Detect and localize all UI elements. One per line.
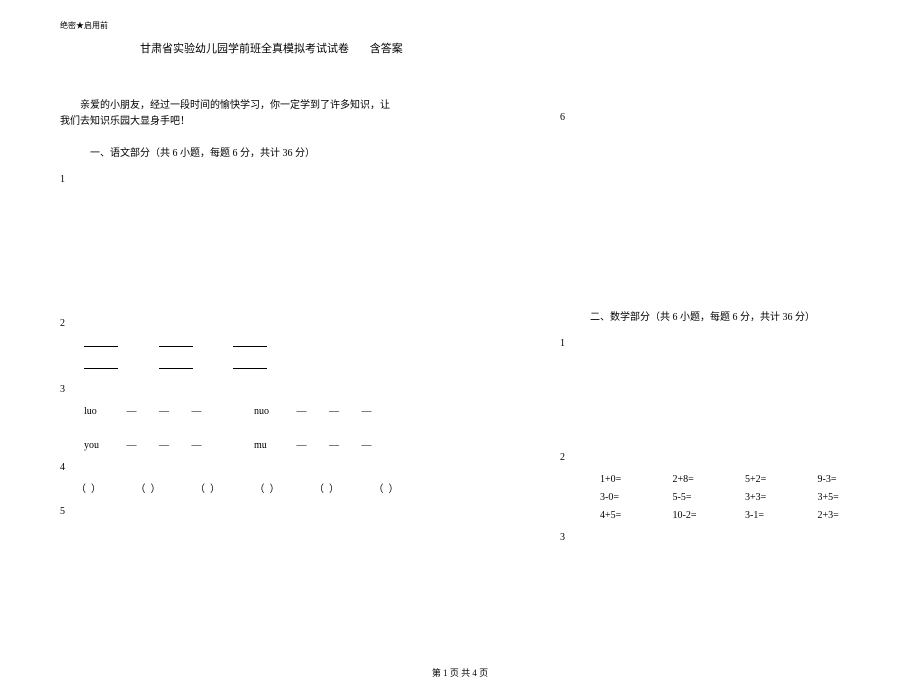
q2-blanks-row1 — [84, 338, 440, 354]
dash-icon: — — [329, 406, 339, 417]
math-equations: 1+0= 2+8= 5+2= 9-3= 3-0= 5-5= 3+3= 3+5= … — [600, 472, 900, 524]
pinyin-you: you — [84, 438, 114, 454]
page: 绝密★启用前 甘肃省实验幼儿园学前班全真模拟考试试卷 含答案 亲爱的小朋友，经过… — [0, 0, 920, 686]
dash-icon: — — [329, 440, 339, 451]
q1-number: 1 — [60, 172, 440, 188]
paren-l-icon: （ — [76, 484, 86, 495]
intro-line1: 亲爱的小朋友，经过一段时间的愉快学习，你一定学到了许多知识，让 — [80, 100, 390, 111]
math-cell: 2+8= — [673, 472, 743, 488]
math-cell: 5+2= — [745, 472, 815, 488]
paren-r-icon: ） — [329, 484, 339, 495]
paren-group: （ ） — [136, 484, 161, 495]
answer-label: 含答案 — [370, 43, 403, 55]
paren-l-icon: （ — [136, 484, 146, 495]
pinyin-nuo: nuo — [254, 404, 284, 420]
intro-line2: 我们去知识乐园大显身手吧！ — [60, 116, 190, 127]
q2-blanks-row2 — [84, 360, 440, 376]
math-q1-workspace — [560, 356, 900, 446]
intro-text: 亲爱的小朋友，经过一段时间的愉快学习，你一定学到了许多知识，让 我们去知识乐园大… — [60, 98, 440, 130]
blank — [84, 368, 118, 369]
blank — [159, 368, 193, 369]
paren-r-icon: ） — [151, 484, 161, 495]
title-line: 甘肃省实验幼儿园学前班全真模拟考试试卷 含答案 — [140, 41, 880, 59]
dash-icon: — — [192, 406, 202, 417]
paren-r-icon: ） — [389, 484, 399, 495]
blank — [233, 346, 267, 347]
paren-l-icon: （ — [255, 484, 265, 495]
right-column: 6 二、数学部分（共 6 小题，每题 6 分，共计 36 分） 1 2 1+0=… — [560, 98, 900, 550]
pinyin-luo: luo — [84, 404, 114, 420]
dash-icon: — — [297, 440, 307, 451]
math-cell: 4+5= — [600, 508, 670, 524]
paren-r-icon: ） — [210, 484, 220, 495]
q3-row1: luo — — — nuo — — — — [84, 404, 440, 420]
math-cell: 3-1= — [745, 508, 815, 524]
q2-number: 2 — [60, 316, 440, 332]
q6-number: 6 — [560, 110, 900, 126]
math-cell: 3+5= — [818, 490, 888, 506]
q4-number: 4 — [60, 460, 440, 476]
blank — [84, 346, 118, 347]
paren-l-icon: （ — [195, 484, 205, 495]
dash-icon: — — [192, 440, 202, 451]
math-row: 4+5= 10-2= 3-1= 2+3= — [600, 508, 900, 524]
paren-group: （ ） — [374, 484, 399, 495]
paren-r-icon: ） — [270, 484, 280, 495]
math-cell: 5-5= — [673, 490, 743, 506]
math-q2-number: 2 — [560, 450, 900, 466]
page-footer: 第 1 页 共 4 页 — [0, 666, 920, 680]
paren-group: （ ） — [195, 484, 220, 495]
paren-group: （ ） — [314, 484, 339, 495]
q3-row2: you — — — mu — — — — [84, 438, 440, 454]
blank — [159, 346, 193, 347]
q3-number: 3 — [60, 382, 440, 398]
q5-number: 5 — [60, 504, 440, 520]
paren-r-icon: ） — [91, 484, 101, 495]
paren-l-icon: （ — [374, 484, 384, 495]
dash-icon: — — [362, 406, 372, 417]
dash-icon: — — [127, 406, 137, 417]
math-row: 3-0= 5-5= 3+3= 3+5= — [600, 490, 900, 506]
math-q3-number: 3 — [560, 530, 900, 546]
paren-l-icon: （ — [314, 484, 324, 495]
paren-group: （ ） — [76, 484, 101, 495]
math-cell: 1+0= — [600, 472, 670, 488]
exam-title: 甘肃省实验幼儿园学前班全真模拟考试试卷 — [140, 43, 349, 55]
dash-icon: — — [362, 440, 372, 451]
section-language-title: 一、语文部分（共 6 小题，每题 6 分，共计 36 分） — [60, 146, 440, 162]
blank — [233, 368, 267, 369]
paren-group: （ ） — [255, 484, 280, 495]
q1-workspace — [60, 192, 440, 312]
two-column-layout: 亲爱的小朋友，经过一段时间的愉快学习，你一定学到了许多知识，让 我们去知识乐园大… — [60, 98, 880, 550]
math-cell: 10-2= — [673, 508, 743, 524]
math-cell: 3-0= — [600, 490, 670, 506]
q6-workspace — [560, 130, 900, 300]
math-row: 1+0= 2+8= 5+2= 9-3= — [600, 472, 900, 488]
dash-icon: — — [159, 406, 169, 417]
math-cell: 9-3= — [818, 472, 888, 488]
dash-icon: — — [127, 440, 137, 451]
confidential-label: 绝密★启用前 — [60, 20, 880, 33]
pinyin-mu: mu — [254, 438, 284, 454]
dash-icon: — — [159, 440, 169, 451]
math-cell: 3+3= — [745, 490, 815, 506]
math-q1-number: 1 — [560, 336, 900, 352]
math-cell: 2+3= — [818, 508, 888, 524]
dash-icon: — — [297, 406, 307, 417]
section-math-title: 二、数学部分（共 6 小题，每题 6 分，共计 36 分） — [560, 310, 900, 326]
q4-parens: （ ） （ ） （ ） （ ） （ ） （ ） — [76, 482, 440, 498]
left-column: 亲爱的小朋友，经过一段时间的愉快学习，你一定学到了许多知识，让 我们去知识乐园大… — [60, 98, 440, 550]
